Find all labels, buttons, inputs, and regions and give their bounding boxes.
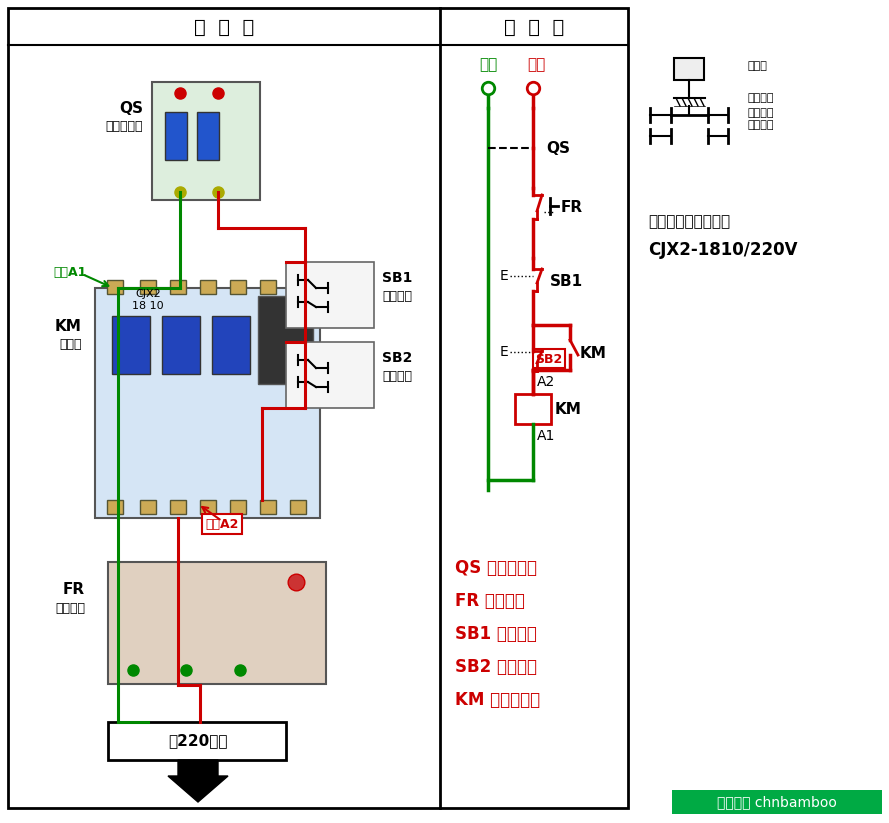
- Text: FR: FR: [561, 199, 583, 215]
- Text: SB1: SB1: [382, 271, 412, 285]
- Bar: [170, 500, 186, 514]
- Bar: [140, 500, 156, 514]
- Bar: [533, 349, 565, 368]
- Bar: [260, 280, 276, 294]
- Text: FR 热继电器: FR 热继电器: [455, 592, 525, 610]
- Bar: [674, 58, 704, 80]
- Bar: [165, 112, 187, 160]
- Text: 火线: 火线: [527, 58, 545, 72]
- Text: 线圈A1: 线圈A1: [53, 266, 87, 278]
- Text: A2: A2: [537, 375, 556, 389]
- Text: A1: A1: [537, 429, 556, 443]
- Bar: [258, 296, 313, 384]
- Text: E: E: [500, 345, 509, 359]
- Text: SB2: SB2: [535, 352, 563, 365]
- Text: CJX2-1810/220V: CJX2-1810/220V: [648, 241, 797, 259]
- Text: KM 交流接触器: KM 交流接触器: [455, 691, 541, 709]
- Bar: [112, 316, 150, 374]
- Text: KM: KM: [580, 346, 607, 360]
- Text: QS: QS: [119, 100, 143, 115]
- Bar: [286, 342, 374, 408]
- Text: 注：交流接触器选用: 注：交流接触器选用: [648, 215, 730, 230]
- Text: SB1: SB1: [550, 275, 583, 290]
- Bar: [108, 722, 286, 760]
- Text: 接触器: 接触器: [60, 337, 82, 351]
- Bar: [107, 500, 123, 514]
- Text: 热继电器: 热继电器: [55, 602, 85, 615]
- Bar: [197, 112, 219, 160]
- Text: CJX2
18 10: CJX2 18 10: [132, 289, 164, 311]
- Text: KM: KM: [55, 319, 82, 333]
- Bar: [230, 280, 246, 294]
- Text: 常开触头: 常开触头: [748, 120, 774, 130]
- Bar: [108, 562, 326, 684]
- Text: 线圈A2: 线圈A2: [205, 518, 238, 531]
- Bar: [260, 500, 276, 514]
- Text: 空气断路器: 空气断路器: [106, 119, 143, 133]
- Text: E: E: [500, 269, 509, 283]
- Text: SB2: SB2: [382, 351, 412, 365]
- Bar: [200, 280, 216, 294]
- Text: 接220电机: 接220电机: [168, 733, 228, 748]
- Bar: [230, 500, 246, 514]
- Bar: [672, 790, 882, 814]
- Bar: [140, 280, 156, 294]
- Text: QS: QS: [546, 141, 570, 156]
- Text: 百度知道 chnbamboo: 百度知道 chnbamboo: [717, 795, 837, 809]
- Bar: [95, 288, 320, 518]
- Text: 复位弹簧: 复位弹簧: [748, 93, 774, 103]
- Bar: [212, 316, 250, 374]
- Bar: [290, 500, 306, 514]
- Text: 按钮帽: 按钮帽: [748, 61, 768, 71]
- Bar: [515, 394, 551, 424]
- Bar: [170, 280, 186, 294]
- Text: 原  理  图: 原 理 图: [504, 17, 565, 36]
- Text: 启动按钮: 启动按钮: [382, 370, 412, 383]
- Bar: [107, 280, 123, 294]
- Polygon shape: [168, 760, 228, 802]
- Bar: [152, 82, 260, 200]
- Text: KM: KM: [555, 402, 582, 416]
- Bar: [8, 8, 628, 808]
- Bar: [162, 316, 200, 374]
- Bar: [286, 262, 374, 328]
- Text: 零线: 零线: [479, 58, 497, 72]
- Text: 停止按钮: 停止按钮: [382, 290, 412, 303]
- Text: SB2 启动按钮: SB2 启动按钮: [455, 658, 537, 676]
- Text: 实  物  图: 实 物 图: [194, 17, 254, 36]
- Text: FR: FR: [63, 583, 85, 597]
- Text: SB1 停止按钮: SB1 停止按钮: [455, 625, 537, 643]
- Text: 常闭触头: 常闭触头: [748, 108, 774, 118]
- Text: QS 空气断路器: QS 空气断路器: [455, 559, 537, 577]
- Bar: [200, 500, 216, 514]
